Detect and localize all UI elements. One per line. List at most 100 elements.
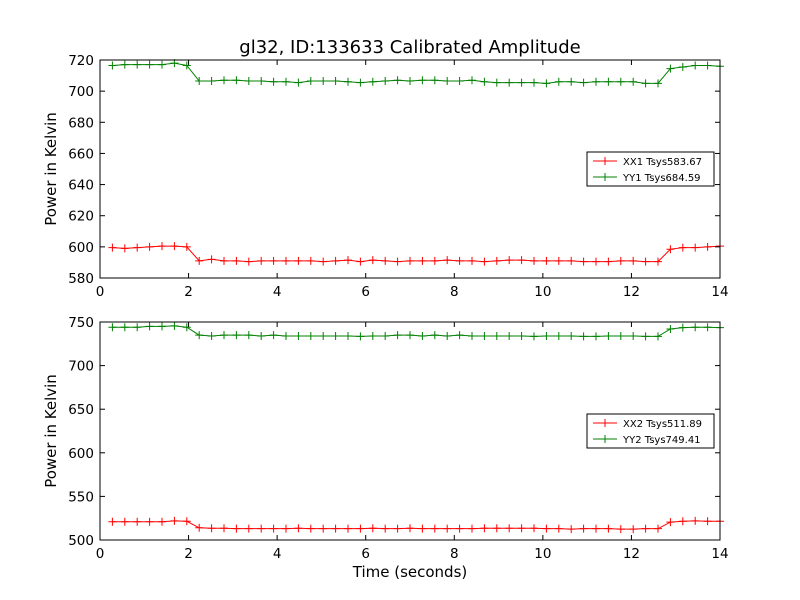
bottom-series-1-point <box>120 323 129 332</box>
bottom-series-1-point <box>592 332 600 341</box>
top-series-0-point <box>430 256 439 265</box>
top-series-1-point <box>554 77 563 86</box>
top-series-1-point <box>579 78 588 87</box>
bottom-series-0-point <box>195 523 204 532</box>
top-series-0-point <box>641 257 650 266</box>
bottom-series-0-point <box>133 517 142 526</box>
bottom-series-0-point <box>629 525 638 534</box>
top-series-0-point <box>158 242 166 251</box>
top-x-tick-label: 8 <box>450 284 459 300</box>
top-series-0-point <box>393 257 402 266</box>
bottom-series-1-point <box>455 331 464 340</box>
top-series-1-point <box>331 77 340 86</box>
top-series-0-point <box>294 256 303 265</box>
top-y-tick-label: 600 <box>68 240 94 256</box>
top-series-0-point <box>455 256 464 265</box>
bottom-series-0-point <box>120 517 129 526</box>
top-series-0-point <box>207 255 216 264</box>
top-series-0-point <box>505 256 514 265</box>
top-series-0-point <box>182 242 191 251</box>
bottom-series-0-point <box>492 524 501 533</box>
top-series-1-point <box>158 60 166 69</box>
top-series-0-point <box>654 257 662 266</box>
top-tick-layer: 0 2 4 6 8 10 12 14 580 600 620 640 660 680 700 720 <box>68 53 728 300</box>
bottom-series-1-point <box>530 332 538 341</box>
bottom-series-1-point <box>294 331 303 340</box>
top-y-tick-label: 660 <box>68 146 94 162</box>
top-series-0-point <box>517 256 526 265</box>
top-series-0-point <box>691 243 700 252</box>
top-series-1-point <box>368 77 377 86</box>
top-series-1-point <box>468 76 476 85</box>
top-y-tick-label: 580 <box>68 271 94 287</box>
bottom-series-layer <box>108 321 724 534</box>
bottom-series-1-point <box>381 331 390 340</box>
bottom-series-0-point <box>567 525 576 534</box>
top-series-1-point <box>182 61 191 70</box>
top-series-1-point <box>306 77 315 86</box>
top-series-0-point <box>232 256 241 265</box>
top-legend-label: XX1 Tsys583.67 <box>623 157 702 168</box>
bottom-series-0-point <box>257 524 266 533</box>
top-series-1-point <box>654 79 662 88</box>
bottom-series-0-point <box>344 524 352 533</box>
bottom-series-1-point <box>282 331 290 340</box>
bottom-series-0-point <box>170 516 179 525</box>
bottom-series-1-point <box>220 331 228 340</box>
top-legend-marker <box>601 173 609 181</box>
top-series-1-point <box>678 63 687 72</box>
top-legend-marker <box>601 157 609 165</box>
top-series-0-point <box>244 257 253 266</box>
top-series-1-point <box>344 77 352 86</box>
bottom-series-1-point <box>567 331 576 340</box>
top-series-1-point <box>393 76 402 85</box>
bottom-series-1-point <box>629 331 638 340</box>
bottom-subplot: 0 2 4 6 8 10 12 14 500 550 600 650 700 750 Power in K… <box>42 315 729 581</box>
top-series-1-point <box>282 77 290 86</box>
top-plot-frame <box>99 59 721 279</box>
bottom-y-tick-label: 700 <box>68 359 94 375</box>
top-series-1-point <box>145 60 154 69</box>
bottom-legend-label: YY2 Tsys749.41 <box>622 435 701 446</box>
top-series-1-point <box>480 77 489 86</box>
bottom-x-tick-label: 0 <box>96 546 105 562</box>
top-series-0-point <box>120 244 129 253</box>
top-series-1-point <box>592 77 600 86</box>
top-x-tick-label: 12 <box>623 284 640 300</box>
bottom-series-1-point <box>207 331 216 340</box>
bottom-series-0-point <box>666 518 675 527</box>
top-x-tick-label: 0 <box>96 284 105 300</box>
bottom-series-1-point <box>406 331 414 340</box>
top-series-1-point <box>530 78 538 87</box>
bottom-x-tick-label: 14 <box>711 546 728 562</box>
bottom-series-0-point <box>294 524 303 533</box>
top-series-0-point <box>145 242 154 251</box>
bottom-x-tick-label: 4 <box>273 546 282 562</box>
top-subplot: 0 2 4 6 8 10 12 14 580 600 620 640 660 680 700 720 Powe… <box>42 53 729 300</box>
bottom-series-1-point <box>604 331 613 340</box>
bottom-series-0-point <box>406 524 414 533</box>
top-series-0-point <box>616 256 625 265</box>
bottom-series-1-point <box>319 331 328 340</box>
bottom-series-1-point <box>232 331 241 340</box>
bottom-series-0-point <box>108 517 117 526</box>
top-series-1-point <box>269 77 278 86</box>
top-series-1-point <box>430 76 439 85</box>
bottom-x-tick-label: 8 <box>450 546 459 562</box>
top-series-0-point <box>406 256 414 265</box>
bottom-legend-marker <box>601 435 609 443</box>
bottom-series-0-point <box>654 524 662 533</box>
bottom-series-0-point <box>703 517 712 526</box>
bottom-legend-box <box>586 413 715 449</box>
top-series-1-point <box>257 77 266 86</box>
top-series-0-point <box>592 257 600 266</box>
top-series-1-point <box>616 77 625 86</box>
top-series-1-point <box>629 77 638 86</box>
top-series-1-point <box>443 77 452 86</box>
top-series-1-point <box>108 61 117 70</box>
bottom-series-1-point <box>331 331 340 340</box>
top-series-0-point <box>331 256 340 265</box>
top-y-tick-label: 720 <box>68 53 94 69</box>
